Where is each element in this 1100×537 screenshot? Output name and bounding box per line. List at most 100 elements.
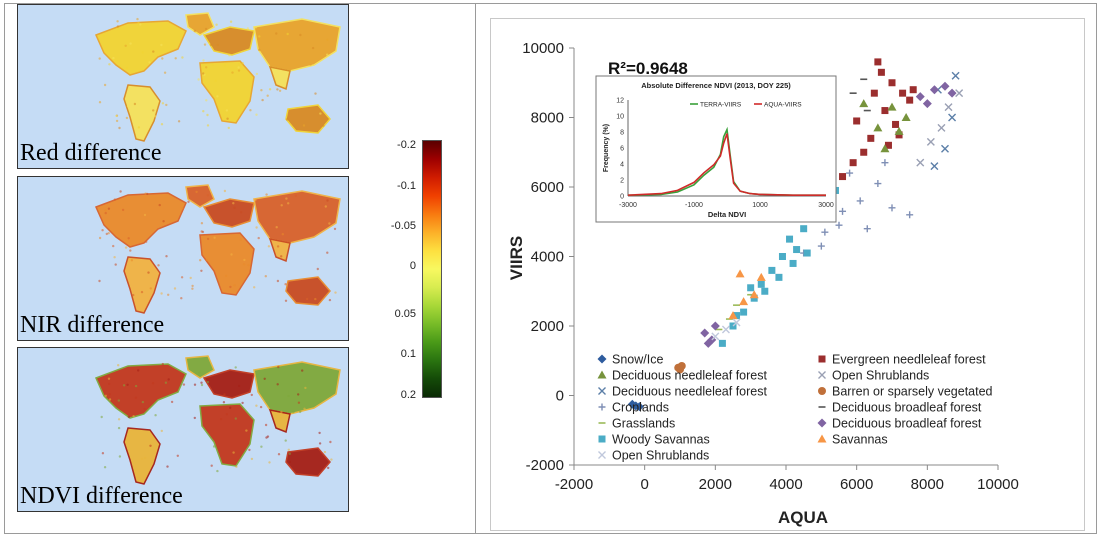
- inset-y-tick-label: 2: [620, 178, 624, 185]
- data-point: [740, 308, 748, 316]
- legend-marker: [598, 387, 606, 395]
- map-speckle: [328, 222, 331, 225]
- data-point: [906, 96, 914, 104]
- map-speckle: [333, 227, 337, 231]
- data-points: [627, 58, 964, 412]
- data-point: [863, 225, 871, 233]
- landmass: [202, 26, 255, 56]
- map-speckle: [297, 393, 300, 396]
- map-speckle: [223, 64, 226, 67]
- data-point: [881, 159, 889, 167]
- map-speckle: [285, 118, 289, 121]
- map-speckle: [223, 189, 227, 193]
- map-speckle: [200, 269, 203, 272]
- map-speckle: [180, 276, 184, 279]
- map-speckle: [316, 267, 319, 271]
- map-speckle: [126, 105, 130, 108]
- map-speckle: [115, 114, 118, 118]
- data-point: [821, 228, 829, 236]
- map-speckle: [334, 291, 337, 294]
- map-speckle: [255, 404, 258, 407]
- data-point: [888, 79, 896, 87]
- map-speckle: [104, 394, 108, 397]
- inset-frame: [595, 75, 837, 223]
- inset-legend-label: AQUA-VIIRS: [764, 102, 802, 109]
- data-point: [846, 169, 854, 177]
- map-speckle: [126, 383, 129, 386]
- map-speckle: [305, 297, 309, 301]
- map-speckle: [204, 27, 208, 31]
- map-speckle: [149, 444, 152, 447]
- map-speckle: [275, 32, 278, 35]
- landmass: [285, 104, 331, 134]
- legend-marker: [818, 355, 826, 363]
- data-point: [929, 85, 939, 95]
- y-tick-label: 6000: [531, 179, 564, 196]
- map-speckle: [141, 400, 145, 404]
- data-point: [789, 259, 797, 267]
- map-speckle: [116, 25, 120, 28]
- data-point: [786, 235, 794, 243]
- map-speckle: [181, 56, 184, 59]
- map-speckle: [226, 117, 229, 120]
- map-speckle: [133, 102, 137, 106]
- data-point: [944, 103, 953, 112]
- map-speckle: [239, 238, 242, 241]
- y-tick-label: 0: [556, 388, 564, 405]
- data-point: [761, 287, 769, 295]
- data-point: [718, 339, 726, 347]
- map-speckle: [160, 429, 163, 433]
- data-point: [955, 89, 964, 98]
- landmass: [185, 184, 215, 208]
- data-point: [941, 144, 949, 153]
- map-speckle: [242, 263, 246, 266]
- data-point: [817, 242, 825, 250]
- data-point: [778, 253, 786, 260]
- legend-label: Open Shrublands: [832, 369, 929, 383]
- map-speckle: [107, 232, 110, 235]
- map-speckle: [132, 293, 135, 297]
- y-tick-label: 10000: [522, 40, 564, 57]
- map-speckle: [267, 245, 271, 248]
- map-speckle: [202, 59, 205, 62]
- map-speckle: [112, 56, 115, 60]
- map-speckle: [143, 213, 147, 217]
- data-point: [749, 290, 759, 299]
- map-speckle: [161, 57, 164, 60]
- data-point: [676, 365, 684, 374]
- map-speckle: [286, 32, 289, 36]
- map-speckle: [108, 382, 111, 386]
- data-point: [703, 338, 713, 348]
- data-point: [757, 280, 765, 288]
- map-speckle: [187, 200, 190, 203]
- legend-label: Open Shrublands: [612, 449, 709, 463]
- data-point: [899, 89, 907, 97]
- data-point: [930, 162, 939, 171]
- map-speckle: [253, 286, 256, 289]
- map-speckle: [264, 423, 268, 427]
- map-speckle: [116, 20, 119, 23]
- legend-label: Woody Savannas: [612, 433, 710, 447]
- data-point: [849, 159, 857, 167]
- map-speckle: [229, 406, 232, 409]
- y-tick-label: 4000: [531, 249, 564, 266]
- map-speckle: [200, 230, 203, 233]
- map-speckle: [319, 112, 322, 115]
- map-speckle: [318, 442, 322, 445]
- x-tick-label: 2000: [699, 476, 732, 493]
- map-speckle: [280, 410, 283, 414]
- landmass: [253, 18, 341, 72]
- legend: Snow/Ice Deciduous needleleaf forest Decid…: [597, 353, 993, 463]
- map-speckle: [280, 204, 283, 207]
- map-speckle: [240, 211, 243, 214]
- y-tick-label: -2000: [526, 457, 564, 474]
- map-speckle: [238, 63, 241, 66]
- map-speckle: [149, 287, 152, 290]
- data-point: [880, 144, 890, 153]
- map-speckle: [228, 54, 231, 57]
- map-speckle: [193, 29, 196, 33]
- inset-y-tick-label: 4: [620, 162, 624, 169]
- map-speckle: [326, 38, 329, 41]
- map-speckle: [104, 211, 107, 215]
- inset-legend-label: TERRA-VIIRS: [700, 102, 742, 109]
